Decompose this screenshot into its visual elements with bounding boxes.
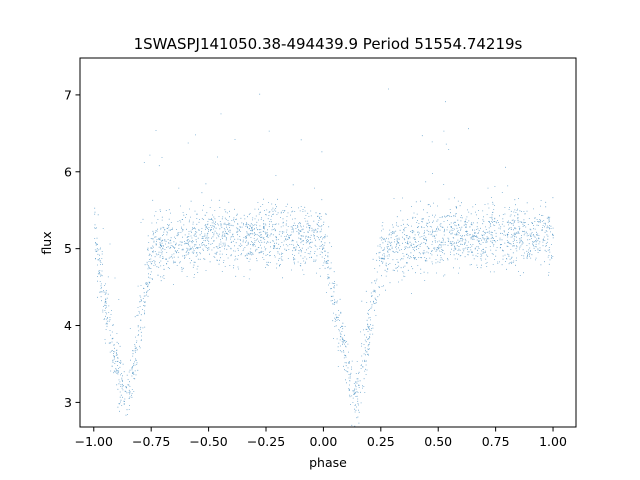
x-axis-label: phase: [309, 455, 347, 470]
data-point-cloud: [94, 88, 554, 427]
x-tick-label: 0.00: [309, 434, 337, 449]
y-tick-label: 4: [64, 318, 72, 333]
x-tick-label: 0.75: [482, 434, 510, 449]
y-tick-label: 5: [64, 241, 72, 256]
x-tick-label: 0.25: [367, 434, 395, 449]
plot-frame: [79, 57, 577, 428]
x-tick-label: 0.50: [424, 434, 452, 449]
y-tick-label: 7: [64, 87, 72, 102]
y-axis-ticks: 3 4 5 6 7: [64, 87, 80, 410]
scatter-points: [94, 88, 554, 427]
y-tick-label: 3: [64, 395, 72, 410]
x-tick-label: −0.75: [132, 434, 170, 449]
x-axis-ticks: −1.00 −0.75 −0.50 −0.25 0.00 0.25 0.50 0.75 1.00: [75, 427, 567, 449]
x-tick-label: −1.00: [75, 434, 113, 449]
x-tick-label: 1.00: [539, 434, 567, 449]
x-tick-label: −0.50: [189, 434, 227, 449]
chart-title: 1SWASPJ141050.38-494439.9 Period 51554.7…: [134, 35, 523, 53]
x-tick-label: −0.25: [247, 434, 285, 449]
y-axis-label: flux: [39, 231, 54, 254]
y-tick-label: 6: [64, 164, 72, 179]
